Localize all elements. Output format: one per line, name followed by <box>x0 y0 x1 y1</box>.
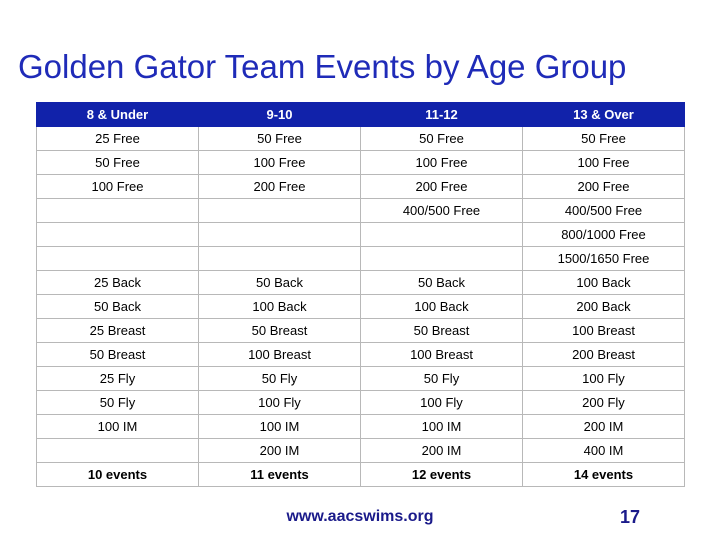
table-cell: 100 Fly <box>360 390 523 415</box>
table-row: 25 Back 50 Back 50 Back 100 Back <box>36 270 685 295</box>
table-cell <box>198 198 361 223</box>
table-cell: 50 Free <box>198 126 361 151</box>
table-cell: 100 Fly <box>198 390 361 415</box>
table-cell <box>360 222 523 247</box>
table-cell: 100 Back <box>198 294 361 319</box>
table-cell: 400/500 Free <box>360 198 523 223</box>
table-cell: 25 Breast <box>36 318 199 343</box>
table-cell <box>36 198 199 223</box>
total-cell: 11 events <box>198 462 361 487</box>
table-cell: 100 Free <box>522 150 685 175</box>
table-cell <box>36 438 199 463</box>
table-cell: 200 Free <box>360 174 523 199</box>
table-cell: 50 Fly <box>360 366 523 391</box>
table-cell: 50 Free <box>36 150 199 175</box>
table-cell: 50 Back <box>198 270 361 295</box>
header-8-under: 8 & Under <box>36 102 199 127</box>
header-row: 8 & Under 9-10 11-12 13 & Over <box>36 102 685 127</box>
table-cell: 100 Free <box>198 150 361 175</box>
table-cell: 200 Fly <box>522 390 685 415</box>
table-cell: 50 Fly <box>36 390 199 415</box>
table-cell: 200 Free <box>198 174 361 199</box>
table-row: 100 IM 100 IM 100 IM 200 IM <box>36 414 685 439</box>
table-cell: 200 IM <box>360 438 523 463</box>
slide-title: Golden Gator Team Events by Age Group <box>18 48 627 85</box>
table-cell: 200 IM <box>522 414 685 439</box>
table-cell: 400 IM <box>522 438 685 463</box>
total-cell: 12 events <box>360 462 523 487</box>
table-cell: 50 Breast <box>36 342 199 367</box>
events-table-body: 25 Free 50 Free 50 Free 50 Free 50 Free 100 F… <box>36 126 685 487</box>
table-cell <box>36 222 199 247</box>
footer-url: www.aacswims.org <box>286 508 434 525</box>
table-cell: 50 Back <box>360 270 523 295</box>
totals-row: 10 events 11 events 12 events 14 events <box>36 462 685 487</box>
table-cell: 100 Breast <box>198 342 361 367</box>
table-cell: 25 Back <box>36 270 199 295</box>
table-cell: 50 Back <box>36 294 199 319</box>
table-row: 50 Back 100 Back 100 Back 200 Back <box>36 294 685 319</box>
table-cell: 100 Fly <box>522 366 685 391</box>
table-cell: 200 Free <box>522 174 685 199</box>
table-row: 50 Fly 100 Fly 100 Fly 200 Fly <box>36 390 685 415</box>
header-13-over: 13 & Over <box>522 102 685 127</box>
table-cell: 200 Breast <box>522 342 685 367</box>
table-cell: 1500/1650 Free <box>522 246 685 271</box>
table-cell: 100 Free <box>36 174 199 199</box>
header-11-12: 11-12 <box>360 102 523 127</box>
table-cell: 100 Breast <box>360 342 523 367</box>
table-cell: 50 Fly <box>198 366 361 391</box>
table-row: 25 Fly 50 Fly 50 Fly 100 Fly <box>36 366 685 391</box>
table-cell: 200 IM <box>198 438 361 463</box>
table-cell: 100 IM <box>36 414 199 439</box>
table-cell: 50 Breast <box>360 318 523 343</box>
table-row: 200 IM 200 IM 400 IM <box>36 438 685 463</box>
table-cell: 50 Free <box>360 126 523 151</box>
table-cell: 25 Fly <box>36 366 199 391</box>
table-cell <box>198 222 361 247</box>
page-number: 17 <box>619 507 641 527</box>
table-cell: 100 Back <box>360 294 523 319</box>
table-cell: 200 Back <box>522 294 685 319</box>
table-cell: 25 Free <box>36 126 199 151</box>
table-row: 50 Free 100 Free 100 Free 100 Free <box>36 150 685 175</box>
table-cell: 100 IM <box>198 414 361 439</box>
table-row: 25 Breast 50 Breast 50 Breast 100 Breast <box>36 318 685 343</box>
table-cell: 400/500 Free <box>522 198 685 223</box>
table-cell: 50 Free <box>522 126 685 151</box>
table-cell: 50 Breast <box>198 318 361 343</box>
table-cell: 100 Back <box>522 270 685 295</box>
table-row: 100 Free 200 Free 200 Free 200 Free <box>36 174 685 199</box>
table-cell <box>360 246 523 271</box>
table-row: 400/500 Free 400/500 Free <box>36 198 685 223</box>
table-cell <box>198 246 361 271</box>
table-cell: 800/1000 Free <box>522 222 685 247</box>
table-row: 800/1000 Free <box>36 222 685 247</box>
table-cell: 100 Breast <box>522 318 685 343</box>
table-cell: 100 Free <box>360 150 523 175</box>
table-cell <box>36 246 199 271</box>
total-cell: 10 events <box>36 462 199 487</box>
table-row: 25 Free 50 Free 50 Free 50 Free <box>36 126 685 151</box>
total-cell: 14 events <box>522 462 685 487</box>
table-cell: 100 IM <box>360 414 523 439</box>
events-table: 8 & Under 9-10 11-12 13 & Over 25 Free 50… <box>36 102 685 487</box>
table-row: 1500/1650 Free <box>36 246 685 271</box>
header-9-10: 9-10 <box>198 102 361 127</box>
table-row: 50 Breast 100 Breast 100 Breast 200 Breast <box>36 342 685 367</box>
